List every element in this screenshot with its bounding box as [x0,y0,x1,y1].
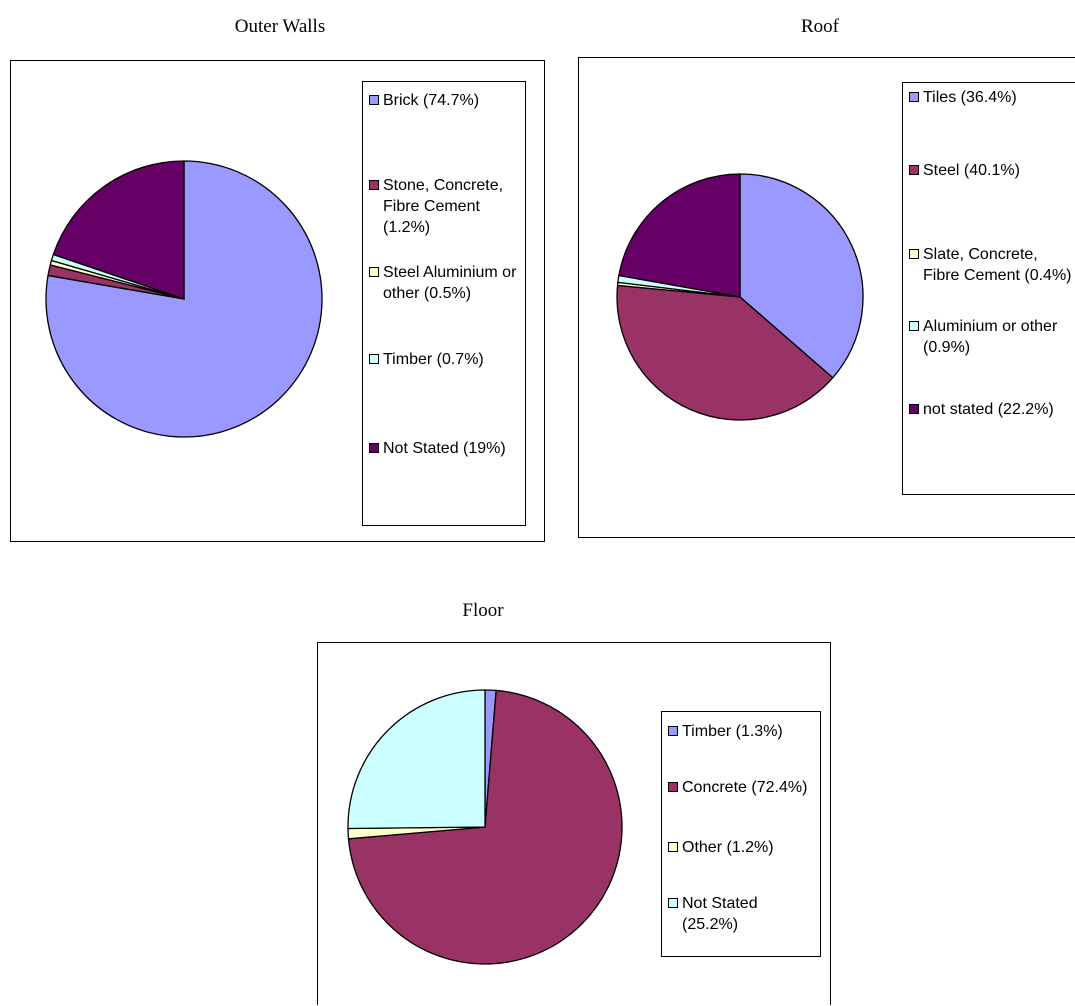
legend-item: Steel (40.1%) [909,160,1074,181]
legend-item: Tiles (36.4%) [909,87,1074,108]
chart-frame-roof: Tiles (36.4%) Steel (40.1%) Slate, Concr… [578,57,1075,538]
legend-item: Not Stated (25.2%) [668,893,818,935]
pie-slice-4 [52,160,185,300]
legend-label: Other (1.2%) [682,839,774,856]
legend-label: Timber (1.3%) [682,723,783,740]
pie-slice-1 [616,284,834,421]
pie-outer-walls [45,160,323,438]
legend-item: Brick (74.7%) [369,90,523,111]
legend-swatch [369,95,379,105]
legend-swatch [909,165,919,175]
legend-item: Timber (0.7%) [369,349,523,370]
legend-label: not stated (22.2%) [923,401,1054,418]
legend-swatch [909,321,919,331]
legend-item: not stated (22.2%) [909,399,1074,420]
legend-swatch [369,443,379,453]
legend-swatch [369,354,379,364]
legend-label: Slate, Concrete, Fibre Cement (0.4%) [923,246,1072,284]
legend-swatch [369,267,379,277]
legend-swatch [668,842,678,852]
legend-item: Other (1.2%) [668,837,818,858]
legend-label: Steel (40.1%) [923,162,1020,179]
pie-floor [347,689,623,965]
pie-slice-4 [618,173,741,298]
legend-swatch [909,249,919,259]
legend-swatch [909,404,919,414]
pie-slice-0 [739,173,864,379]
legend-swatch [369,180,379,190]
chart-frame-floor: Timber (1.3%) Concrete (72.4%) Other (1.… [317,642,831,1005]
legend-item: Concrete (72.4%) [668,777,818,798]
legend-label: Timber (0.7%) [383,351,484,368]
pie-slice-3 [347,689,486,830]
legend-swatch [668,898,678,908]
legend-label: Steel Aluminium or other (0.5%) [383,264,517,302]
pie-roof [616,173,864,421]
legend-item: Steel Aluminium or other (0.5%) [369,262,523,304]
legend-swatch [909,92,919,102]
legend-label: Not Stated (19%) [383,440,506,457]
chart-title-roof: Roof [801,16,839,37]
legend-item: Stone, Concrete, Fibre Cement (1.2%) [369,175,523,238]
legend-label: Concrete (72.4%) [682,779,808,796]
legend-label: Brick (74.7%) [383,92,480,109]
legend-swatch [668,782,678,792]
legend-label: Stone, Concrete, Fibre Cement (1.2%) [383,177,504,236]
chart-title-floor: Floor [462,600,504,621]
legend-item: Timber (1.3%) [668,721,818,742]
chart-title-outer-walls: Outer Walls [234,16,326,37]
legend-outer-walls: Brick (74.7%) Stone, Concrete, Fibre Cem… [362,81,526,526]
legend-label: Tiles (36.4%) [923,89,1017,106]
legend-label: Not Stated (25.2%) [682,895,758,933]
legend-item: Slate, Concrete, Fibre Cement (0.4%) [909,244,1074,286]
legend-swatch [668,726,678,736]
legend-item: Not Stated (19%) [369,438,523,459]
legend-floor: Timber (1.3%) Concrete (72.4%) Other (1.… [661,711,821,957]
chart-frame-outer-walls: Brick (74.7%) Stone, Concrete, Fibre Cem… [10,60,545,542]
legend-roof: Tiles (36.4%) Steel (40.1%) Slate, Concr… [902,82,1075,495]
legend-label: Aluminium or other (0.9%) [923,318,1058,356]
legend-item: Aluminium or other (0.9%) [909,316,1074,358]
